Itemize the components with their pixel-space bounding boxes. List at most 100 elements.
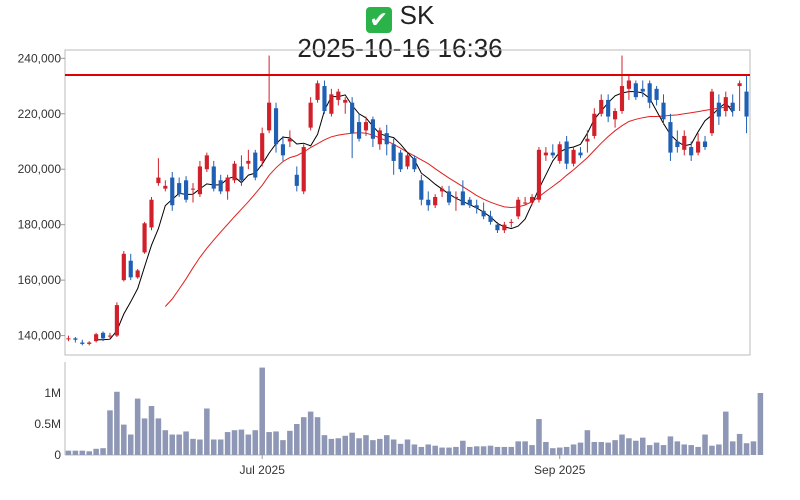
candle-body bbox=[460, 191, 465, 206]
candle-body bbox=[315, 83, 320, 100]
volume-bar bbox=[79, 450, 86, 455]
check-mark-icon: ✔ bbox=[365, 7, 392, 33]
candle-body bbox=[488, 216, 493, 222]
candle-body bbox=[322, 86, 327, 111]
x-tick-label: Jul 2025 bbox=[240, 463, 286, 477]
candle-body bbox=[613, 111, 618, 120]
candle-body bbox=[163, 185, 168, 189]
volume-bar bbox=[425, 444, 432, 455]
candle-body bbox=[619, 86, 625, 111]
volume-bar bbox=[231, 430, 238, 455]
candle-body bbox=[142, 223, 147, 253]
volume-bar bbox=[238, 429, 245, 455]
candle-body bbox=[73, 338, 78, 340]
candle-body bbox=[495, 224, 500, 231]
volume-bar bbox=[294, 424, 300, 455]
candle-body bbox=[696, 141, 701, 153]
volume-bar bbox=[695, 446, 701, 455]
candle-body bbox=[94, 334, 99, 342]
candle-body bbox=[446, 191, 452, 203]
volume-bar bbox=[556, 447, 563, 455]
volume-bar bbox=[723, 411, 729, 455]
volume-bar bbox=[653, 442, 660, 455]
volume-bar bbox=[155, 418, 162, 455]
volume-bar bbox=[148, 406, 155, 455]
volume-bar bbox=[383, 435, 390, 455]
volume-bar bbox=[307, 411, 314, 455]
candle-body bbox=[481, 210, 486, 217]
volume-bar bbox=[162, 430, 169, 455]
candle-body bbox=[474, 205, 479, 209]
candle-body bbox=[294, 174, 299, 186]
volume-bar bbox=[439, 447, 445, 455]
price-y-tick-label: 240,000 bbox=[18, 51, 62, 65]
volume-bar bbox=[107, 410, 113, 455]
volume-bar bbox=[750, 441, 757, 455]
candle-body bbox=[405, 155, 410, 167]
volume-bar bbox=[584, 430, 591, 455]
volume-bar bbox=[494, 446, 501, 455]
volume-bar bbox=[134, 398, 141, 455]
volume-bar bbox=[508, 446, 515, 455]
candle-body bbox=[246, 160, 251, 164]
volume-bar bbox=[328, 438, 335, 455]
volume-bar bbox=[114, 391, 120, 455]
volume-bar bbox=[446, 447, 452, 455]
candle-body bbox=[218, 180, 223, 192]
volume-bar bbox=[660, 445, 667, 455]
candle-body bbox=[87, 342, 92, 344]
candle-body bbox=[211, 166, 216, 189]
volume-bar bbox=[397, 443, 404, 455]
volume-bar bbox=[467, 446, 473, 455]
volume-bar bbox=[300, 417, 307, 455]
volume-bar bbox=[550, 448, 556, 455]
volume-y-tick-label: 1M bbox=[44, 386, 61, 400]
candle-body bbox=[640, 88, 645, 92]
volume-bar bbox=[314, 417, 321, 455]
candle-body bbox=[564, 141, 569, 164]
candle-body bbox=[516, 199, 521, 217]
volume-bar bbox=[563, 446, 570, 455]
volume-bar bbox=[460, 440, 466, 455]
volume-bar bbox=[418, 446, 425, 455]
candle-body bbox=[363, 122, 369, 131]
candle-body bbox=[661, 102, 666, 120]
candle-body bbox=[336, 91, 341, 100]
volume-bar bbox=[224, 432, 231, 455]
ma-short-line bbox=[96, 91, 734, 341]
volume-bar bbox=[210, 439, 217, 455]
candle-body bbox=[280, 144, 286, 156]
volume-bar bbox=[217, 439, 224, 455]
candle-body bbox=[682, 135, 687, 150]
candle-body bbox=[578, 152, 583, 156]
volume-bar bbox=[349, 432, 355, 455]
candle-body bbox=[184, 180, 189, 200]
candle-body bbox=[267, 102, 272, 131]
candle-body bbox=[391, 144, 396, 161]
volume-bar bbox=[280, 440, 286, 455]
volume-bar bbox=[259, 367, 265, 455]
candle-body bbox=[433, 196, 438, 206]
volume-bar bbox=[183, 431, 189, 455]
x-tick-label: Sep 2025 bbox=[534, 463, 586, 477]
volume-bar bbox=[197, 439, 203, 455]
candle-body bbox=[543, 152, 548, 156]
candle-body bbox=[668, 122, 673, 153]
candle-body bbox=[453, 196, 459, 198]
volume-bar bbox=[390, 439, 397, 455]
volume-bar bbox=[100, 448, 106, 455]
chart-header: ✔ SK 2025-10-16 16:36 bbox=[0, 0, 800, 63]
price-y-tick-label: 160,000 bbox=[18, 273, 62, 287]
volume-bar bbox=[321, 435, 328, 455]
volume-bar bbox=[577, 442, 584, 455]
volume-bar bbox=[141, 418, 148, 455]
chart-timestamp: 2025-10-16 16:36 bbox=[297, 33, 503, 63]
candle-body bbox=[412, 158, 417, 170]
candle-body bbox=[225, 177, 230, 192]
volume-bar bbox=[612, 440, 618, 455]
volume-bar bbox=[626, 438, 632, 455]
volume-bar bbox=[65, 450, 72, 455]
candle-body bbox=[709, 91, 715, 134]
volume-bar bbox=[266, 432, 272, 455]
candle-body bbox=[170, 177, 175, 206]
